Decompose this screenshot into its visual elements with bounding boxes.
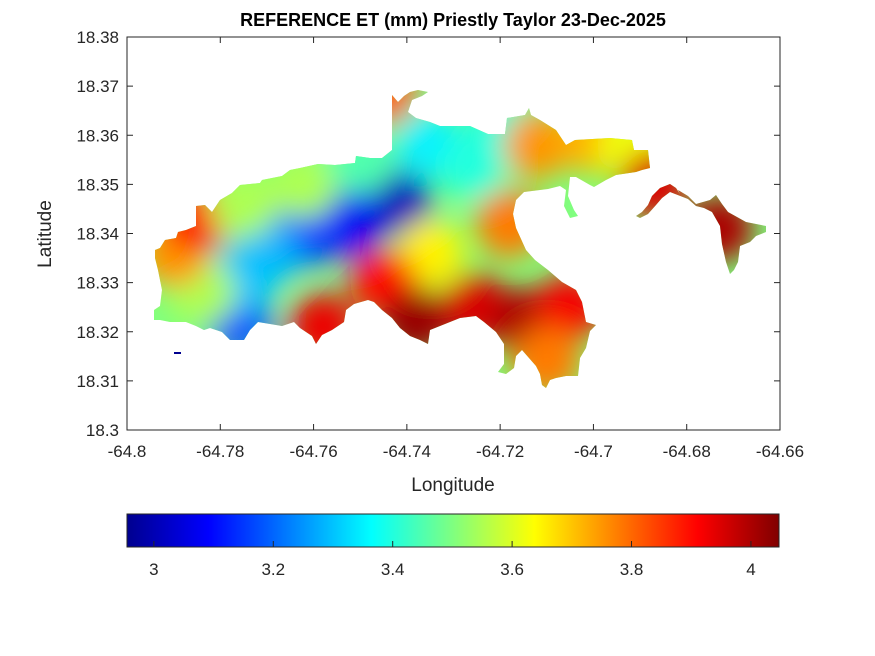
x-tick-label: -64.78 bbox=[196, 442, 244, 461]
x-axis: -64.8 -64.78 -64.76 -64.74 -64.72 -64.7 -64.68… bbox=[108, 37, 804, 461]
x-axis-label: Longitude bbox=[411, 475, 494, 496]
x-tick-label: -64.66 bbox=[756, 442, 804, 461]
y-axis-label: Latitude bbox=[35, 200, 56, 268]
colorbar-tick-label: 4 bbox=[746, 560, 755, 579]
x-tick-label: -64.8 bbox=[108, 442, 147, 461]
y-tick-label: 18.38 bbox=[76, 28, 119, 47]
colorbar-tick-label: 3.4 bbox=[381, 560, 405, 579]
y-tick-label: 18.31 bbox=[76, 372, 119, 391]
y-tick-label: 18.36 bbox=[76, 126, 119, 145]
y-tick-label: 18.33 bbox=[76, 274, 119, 293]
y-axis: 18.3 18.31 18.32 18.33 18.34 18.35 18.36 18.37 1… bbox=[76, 28, 780, 440]
y-tick-label: 18.3 bbox=[86, 421, 119, 440]
y-tick-label: 18.37 bbox=[76, 77, 119, 96]
islet-speck bbox=[174, 352, 181, 354]
x-tick-label: -64.76 bbox=[289, 442, 337, 461]
y-tick-label: 18.32 bbox=[76, 323, 119, 342]
colorbar-tick-label: 3.6 bbox=[500, 560, 524, 579]
x-tick-label: -64.74 bbox=[383, 442, 431, 461]
colorbar-tick-label: 3 bbox=[149, 560, 158, 579]
x-tick-label: -64.7 bbox=[574, 442, 613, 461]
chart-title: REFERENCE ET (mm) Priestly Taylor 23-Dec… bbox=[240, 10, 666, 30]
x-tick-label: -64.72 bbox=[476, 442, 524, 461]
colorbar-tick-label: 3.2 bbox=[261, 560, 285, 579]
y-tick-label: 18.35 bbox=[76, 175, 119, 194]
colorbar bbox=[126, 513, 780, 548]
colorbar-ticks: 3 3.2 3.4 3.6 3.8 4 bbox=[149, 541, 756, 579]
colorbar-tick-label: 3.8 bbox=[620, 560, 644, 579]
x-tick-label: -64.68 bbox=[663, 442, 711, 461]
y-tick-label: 18.34 bbox=[76, 225, 119, 244]
